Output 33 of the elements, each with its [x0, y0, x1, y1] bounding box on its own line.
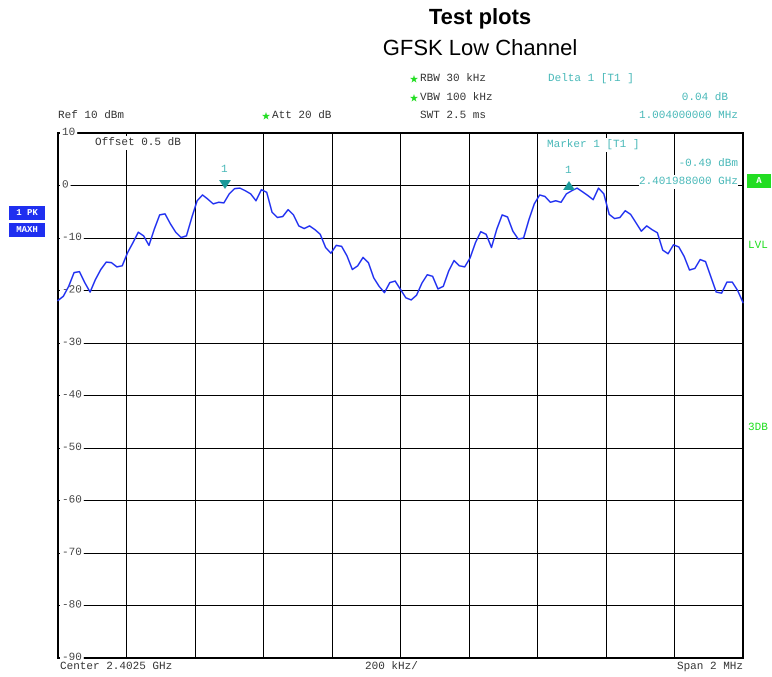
- text: Span 2 MHz: [676, 660, 743, 674]
- text: VBW 100 kHz: [420, 91, 493, 105]
- chart-subtitle: GFSK Low Channel: [382, 35, 578, 61]
- annotation: Offset 0.5 dB: [95, 136, 181, 150]
- text: SWT 2.5 ms: [420, 109, 486, 123]
- text: MAXH: [9, 223, 45, 237]
- chart-title: Test plots: [428, 4, 532, 30]
- annotation: Marker 1 [T1 ]: [547, 138, 640, 152]
- y-tick-label: -60: [62, 494, 82, 506]
- text: Delta 1 [T1 ]: [548, 72, 634, 86]
- y-tick-label: -70: [62, 547, 82, 559]
- text: LVL: [748, 239, 768, 253]
- annotation: -0.49 dBm: [678, 157, 738, 171]
- y-tick-label: -80: [62, 600, 82, 612]
- y-tick-label: -30: [62, 337, 82, 349]
- text: Ref 10 dBm: [58, 109, 124, 123]
- text: 200 kHz/: [365, 660, 418, 674]
- text: RBW 30 kHz: [420, 72, 486, 86]
- y-tick-label: 10: [62, 127, 76, 139]
- y-tick-label: 0: [62, 180, 69, 192]
- annotation: 1: [565, 164, 572, 178]
- y-tick-label: -10: [62, 232, 82, 244]
- y-tick-label: -40: [62, 390, 82, 402]
- text: 0.04 dB: [682, 91, 728, 105]
- y-tick-label: -50: [62, 442, 82, 454]
- text: A: [747, 174, 771, 188]
- text: Att 20 dB: [272, 109, 332, 123]
- text: 1 PK: [9, 206, 45, 220]
- text: 1.004000000 MHz: [638, 109, 738, 123]
- text: Center 2.4025 GHz: [60, 660, 172, 674]
- annotation: 1: [221, 163, 228, 177]
- text: 3DB: [748, 421, 768, 435]
- annotation: 2.401988000 GHz: [638, 175, 738, 189]
